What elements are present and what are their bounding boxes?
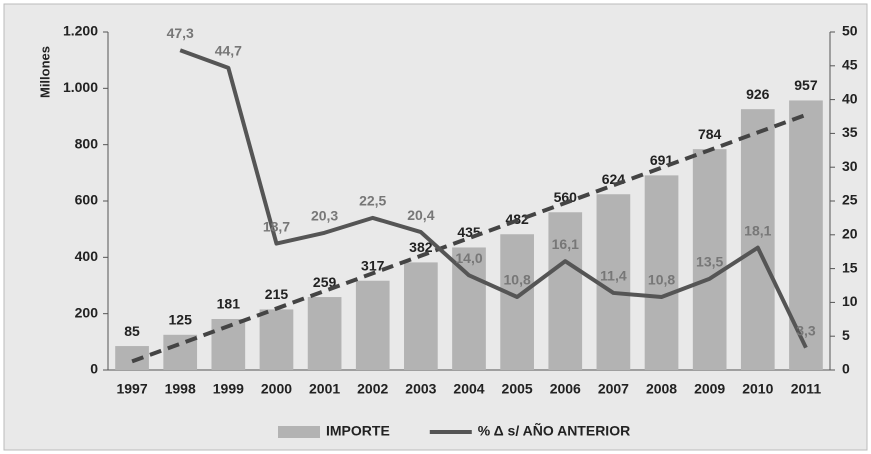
line-value-label: 16,1 <box>552 236 579 252</box>
bar-value-label: 784 <box>698 126 722 142</box>
bar <box>307 297 342 370</box>
x-tick-label: 2004 <box>453 381 484 397</box>
line-value-label: 10,8 <box>648 272 675 288</box>
line <box>179 48 808 349</box>
x-tick-label: 2002 <box>357 381 388 397</box>
bar <box>259 309 294 370</box>
line-value-label: 20,4 <box>407 207 434 223</box>
x-tick-label: 2008 <box>646 381 677 397</box>
bar <box>500 234 534 370</box>
y2-tick-label: 40 <box>842 90 858 106</box>
line-value-label: 14,0 <box>455 250 482 266</box>
bar <box>404 262 438 370</box>
bar-value-label: 85 <box>124 323 140 339</box>
y2-tick-label: 20 <box>842 226 858 242</box>
bar-value-label: 215 <box>265 286 289 302</box>
bar <box>548 212 583 370</box>
bar-value-label: 125 <box>169 311 193 327</box>
line-value-label: 18,1 <box>744 222 771 238</box>
legend-swatch <box>278 426 320 438</box>
bar-value-label: 624 <box>602 171 626 187</box>
x-tick-label: 1999 <box>213 381 244 397</box>
y2-tick-label: 5 <box>842 327 850 343</box>
x-tick-label: 2007 <box>598 381 629 397</box>
line-value-label: 18,7 <box>263 218 290 234</box>
bar-value-label: 435 <box>457 224 481 240</box>
legend-label: IMPORTE <box>326 423 390 439</box>
y2-tick-label: 35 <box>842 124 858 140</box>
bar <box>115 346 149 370</box>
bar <box>596 194 631 370</box>
x-tick-label: 2001 <box>309 381 340 397</box>
line-value-label: 22,5 <box>359 193 386 209</box>
y-tick-label: 1.000 <box>63 79 98 95</box>
y-tick-label: 1.200 <box>63 23 98 39</box>
bar <box>740 109 775 370</box>
y2-tick-label: 30 <box>842 158 858 174</box>
y-tick-label: 800 <box>75 135 99 151</box>
y2-tick-label: 25 <box>842 192 858 208</box>
bar-value-label: 317 <box>361 257 385 273</box>
line-value-label: 10,8 <box>504 272 531 288</box>
x-tick-label: 2006 <box>550 381 581 397</box>
bar <box>355 280 390 370</box>
x-tick-label: 2003 <box>405 381 436 397</box>
legend-label: % Δ s/ AÑO ANTERIOR <box>478 422 630 439</box>
bar-value-label: 259 <box>313 274 337 290</box>
line-value-label: 44,7 <box>215 43 242 59</box>
y2-tick-label: 0 <box>842 361 850 377</box>
bar <box>692 149 727 370</box>
y-tick-label: 400 <box>75 248 99 264</box>
x-tick-label: 2011 <box>791 381 822 397</box>
y2-tick-label: 50 <box>842 23 858 39</box>
line-value-label: 20,3 <box>311 207 338 223</box>
line-value-label: 3,3 <box>796 322 816 338</box>
y-tick-label: 200 <box>75 304 99 320</box>
line-value-label: 11,4 <box>600 268 627 284</box>
y-tick-label: 600 <box>75 192 99 208</box>
line-value-label: 47,3 <box>167 25 194 41</box>
bar-value-label: 957 <box>794 77 818 93</box>
y-tick-label: 0 <box>90 361 98 377</box>
trend-line <box>131 112 807 364</box>
bar-value-label: 181 <box>217 296 241 312</box>
x-tick-label: 2009 <box>694 381 725 397</box>
x-tick-label: 1997 <box>116 381 147 397</box>
x-tick-label: 2005 <box>502 381 533 397</box>
y-axis-title: Millones <box>37 46 52 98</box>
x-tick-label: 2010 <box>742 381 773 397</box>
x-tick-label: 1998 <box>165 381 196 397</box>
x-tick-label: 2000 <box>261 381 292 397</box>
bar <box>644 175 679 370</box>
bar-value-label: 926 <box>746 86 770 102</box>
y2-tick-label: 45 <box>842 57 858 73</box>
y2-tick-label: 15 <box>842 259 858 275</box>
y2-tick-label: 10 <box>842 293 858 309</box>
bar-value-label: 382 <box>409 239 433 255</box>
line-value-label: 13,5 <box>696 253 723 269</box>
